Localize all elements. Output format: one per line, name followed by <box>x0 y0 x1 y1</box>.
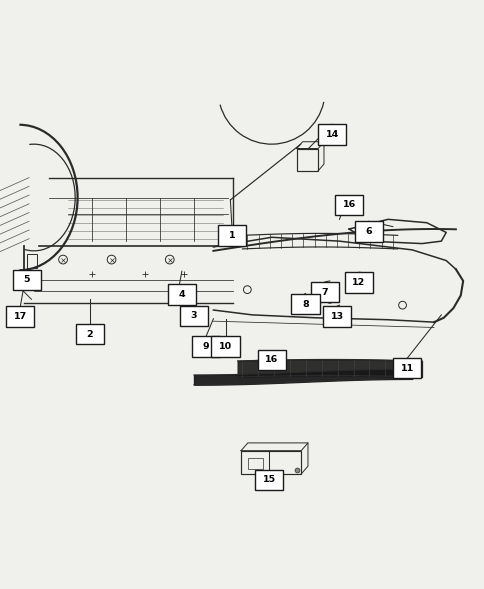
FancyBboxPatch shape <box>255 469 283 490</box>
FancyBboxPatch shape <box>167 284 196 305</box>
Text: 16: 16 <box>342 200 355 209</box>
FancyBboxPatch shape <box>192 336 220 356</box>
FancyBboxPatch shape <box>310 282 338 302</box>
Text: 9: 9 <box>202 342 209 351</box>
Text: 12: 12 <box>351 278 365 287</box>
Text: 17: 17 <box>14 312 27 321</box>
FancyBboxPatch shape <box>291 294 319 315</box>
Text: 14: 14 <box>325 130 338 139</box>
Text: 7: 7 <box>321 287 328 297</box>
Text: 15: 15 <box>262 475 275 484</box>
Text: 3: 3 <box>190 312 197 320</box>
FancyBboxPatch shape <box>354 221 382 241</box>
Text: 13: 13 <box>330 312 343 321</box>
Text: 16: 16 <box>264 356 278 365</box>
FancyBboxPatch shape <box>322 306 350 326</box>
FancyBboxPatch shape <box>13 270 41 290</box>
FancyBboxPatch shape <box>257 350 285 370</box>
Bar <box>241 451 301 474</box>
Text: 4: 4 <box>178 290 185 299</box>
Bar <box>27 254 37 268</box>
Text: 2: 2 <box>86 330 93 339</box>
FancyBboxPatch shape <box>318 124 346 145</box>
Bar <box>296 148 318 171</box>
FancyBboxPatch shape <box>6 306 34 326</box>
FancyBboxPatch shape <box>217 225 245 246</box>
FancyBboxPatch shape <box>211 336 239 356</box>
Text: 1: 1 <box>228 231 235 240</box>
FancyBboxPatch shape <box>344 272 372 293</box>
Bar <box>248 458 262 469</box>
FancyBboxPatch shape <box>76 324 104 345</box>
Text: 11: 11 <box>400 364 413 373</box>
Text: 10: 10 <box>218 342 232 351</box>
Text: 6: 6 <box>364 227 371 236</box>
FancyBboxPatch shape <box>334 194 363 215</box>
FancyBboxPatch shape <box>180 306 208 326</box>
Text: 8: 8 <box>302 300 308 309</box>
Text: 5: 5 <box>23 276 30 284</box>
FancyBboxPatch shape <box>393 358 421 378</box>
